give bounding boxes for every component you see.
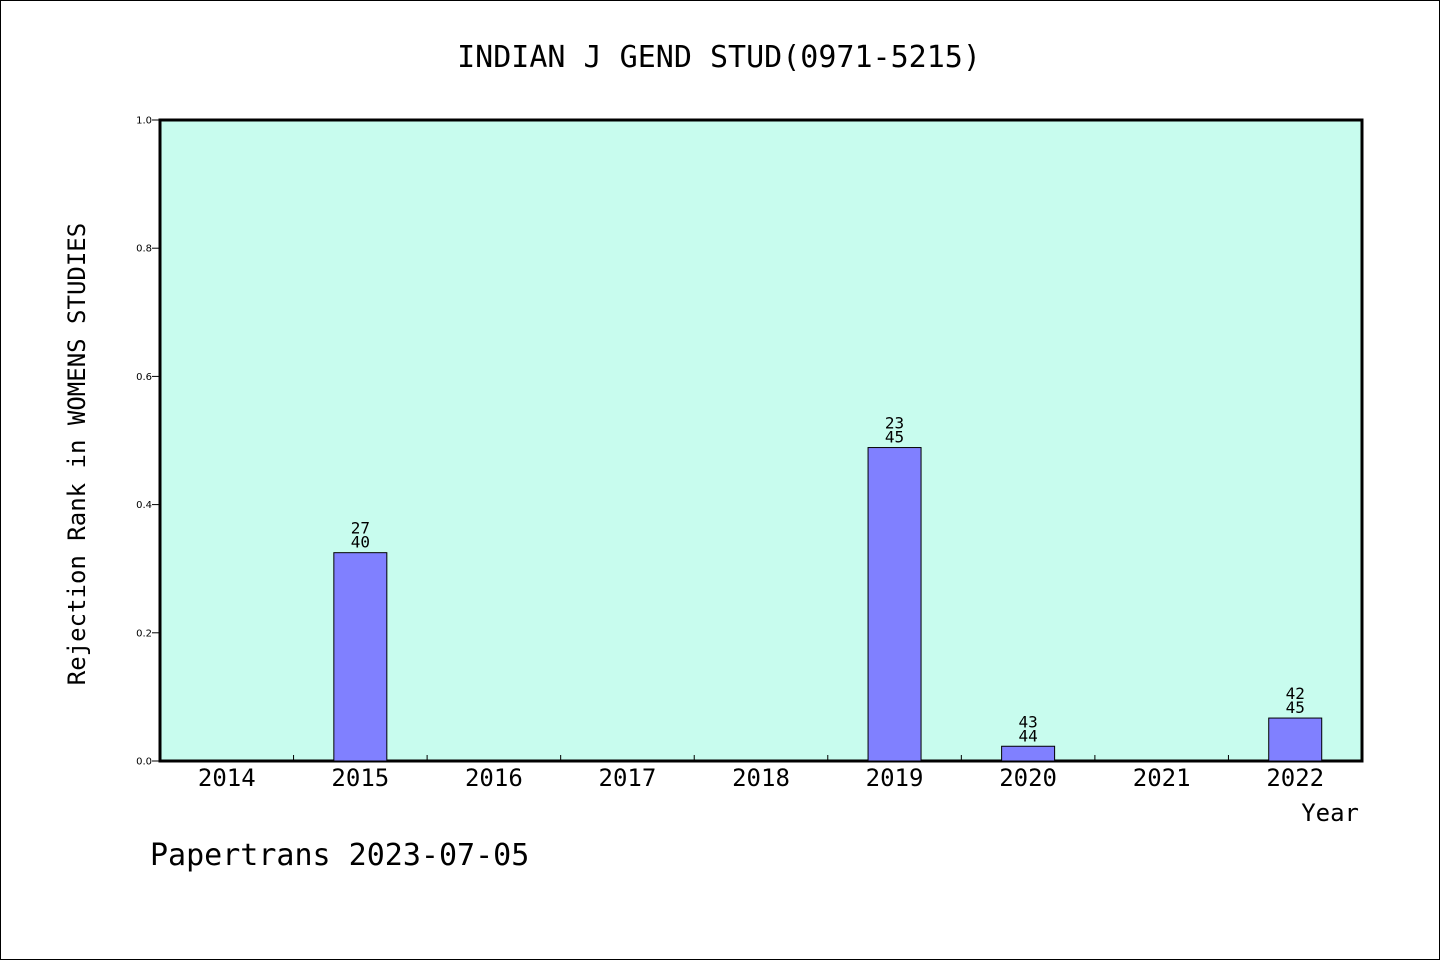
y-tick-label: 1.0 [136,116,152,127]
x-tick-label: 2021 [1133,764,1191,792]
bar-2015 [333,552,388,762]
bar-2019 [867,447,922,762]
y-tick-label: 0.2 [136,628,152,639]
x-tick-label: 2022 [1266,764,1324,792]
chart-title: INDIAN J GEND STUD(0971-5215) [457,40,981,75]
bar-label-rank: 23 [885,414,904,433]
x-tick-label: 2019 [866,764,924,792]
y-axis-label: Rejection Rank in WOMENS STUDIES [63,223,91,685]
bar-label-total: 45 [885,428,904,447]
bar-label-rank: 43 [1018,712,1037,731]
y-tick-label: 0.0 [136,757,152,768]
bar-label-rank: 27 [351,519,370,538]
y-tick-label: 0.4 [136,500,152,511]
y-axis-ticks: 0.0 0.2 0.4 0.6 0.8 1.0 [136,116,160,768]
y-tick-label: 0.6 [136,372,152,383]
x-tick-label: 2014 [198,764,256,792]
bar-label-total: 45 [1286,698,1305,717]
bar-2022 [1268,717,1323,762]
x-axis-ticks: 2014 2015 2016 2017 2018 2019 2020 2021 2022 [198,755,1324,792]
bar-label-rank: 42 [1286,684,1305,703]
x-tick-label: 2016 [465,764,523,792]
x-tick-label: 2020 [999,764,1057,792]
bar-label-total: 40 [351,533,370,552]
x-tick-label: 2015 [331,764,389,792]
x-tick-label: 2017 [599,764,657,792]
x-tick-label: 2018 [732,764,790,792]
x-axis-label: Year [1301,799,1359,827]
footer-watermark: Papertrans 2023-07-05 [150,838,529,873]
bar-label-total: 44 [1018,726,1037,745]
y-tick-label: 0.8 [136,244,152,255]
bar-2020 [1001,745,1056,762]
